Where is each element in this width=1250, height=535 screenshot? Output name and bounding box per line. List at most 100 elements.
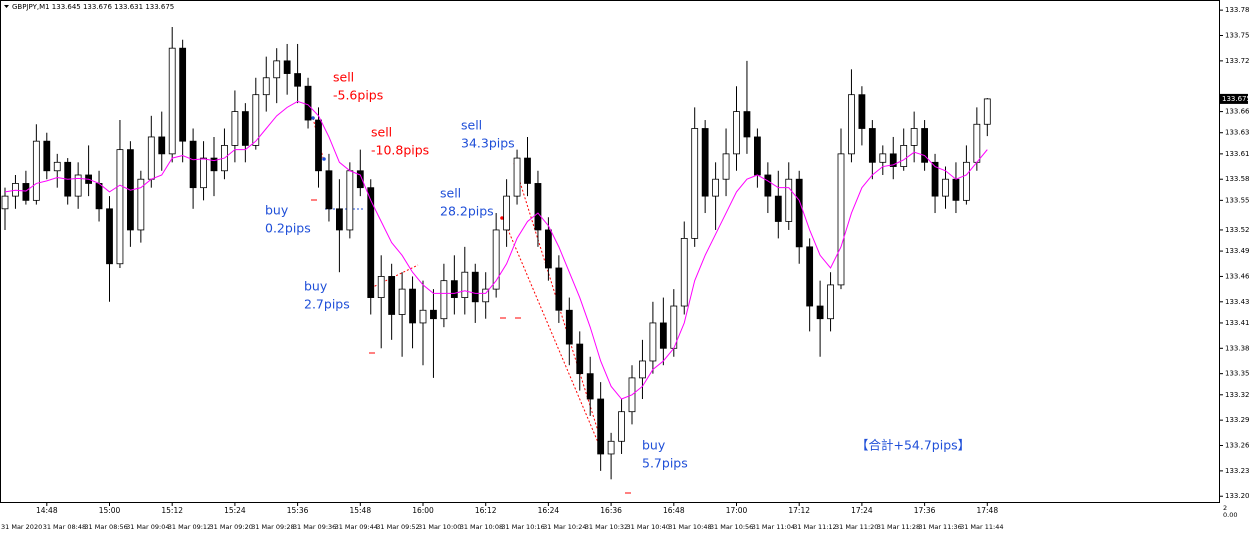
x-tick-label: 17:24 xyxy=(851,506,873,515)
corner-label: 0.00 xyxy=(1223,511,1237,519)
y-tick-label: 133.580 xyxy=(1225,175,1250,183)
trade-annotation: 5.7pips xyxy=(642,456,688,471)
trade-annotation: sell xyxy=(440,186,461,201)
candle-body xyxy=(868,128,876,163)
candle-body xyxy=(931,161,939,197)
candle-body xyxy=(983,98,991,125)
candle-body xyxy=(43,140,51,172)
lower-time-label: 31 Mar 11:28 xyxy=(877,523,920,531)
y-tick-label: 133.610 xyxy=(1225,150,1250,158)
x-tick-label: 15:48 xyxy=(349,506,371,515)
y-tick-label: 133.520 xyxy=(1225,226,1250,234)
trade-annotation: 2.7pips xyxy=(304,297,350,312)
y-tick-label: 133.350 xyxy=(1225,370,1250,378)
lower-time-label: 31 Mar 10:32 xyxy=(585,523,628,531)
lower-time-label: 31 Mar 11:12 xyxy=(793,523,836,531)
candle-body xyxy=(210,157,218,172)
candle-body xyxy=(942,178,949,197)
trade-annotation: buy xyxy=(304,279,328,294)
current-price-label: 133.675 xyxy=(1222,95,1250,103)
y-tick-label: 133.205 xyxy=(1225,492,1250,500)
candle-body xyxy=(482,288,490,303)
candle-body xyxy=(189,140,197,189)
candle-body xyxy=(837,153,845,286)
candle-body xyxy=(952,178,960,201)
candle-body xyxy=(764,174,772,197)
x-tick-label: 15:36 xyxy=(287,506,309,515)
candle-body xyxy=(921,128,928,163)
x-tick-label: 15:00 xyxy=(99,506,121,515)
candle-body xyxy=(827,284,834,320)
candle-body xyxy=(367,187,375,298)
candle-body xyxy=(565,309,573,345)
candle-body xyxy=(555,267,563,311)
candle-body xyxy=(712,178,719,197)
y-tick-label: 133.410 xyxy=(1225,319,1250,327)
lower-time-label: 31 Mar 11:36 xyxy=(918,523,961,531)
candle-body xyxy=(639,360,646,379)
candle-body xyxy=(346,170,354,231)
lower-time-label: 31 Mar 11:04 xyxy=(752,523,795,531)
y-tick-label: 133.780 xyxy=(1225,6,1250,14)
candle-body xyxy=(492,229,500,290)
candle-body xyxy=(743,111,751,138)
candle-body xyxy=(200,157,207,189)
candle-body xyxy=(680,237,688,307)
trade-line xyxy=(502,217,601,448)
menu-arrow xyxy=(4,5,9,8)
candle-body xyxy=(116,149,124,265)
candle-body xyxy=(106,208,113,265)
candle-body xyxy=(409,288,416,324)
candle-body xyxy=(231,111,239,146)
lower-time-label: 31 Mar 09:52 xyxy=(376,523,419,531)
candle-body xyxy=(471,271,479,303)
x-tick-label: 16:36 xyxy=(600,506,622,515)
y-tick-label: 133.325 xyxy=(1225,391,1250,399)
candle-body xyxy=(32,140,40,201)
lower-time-label: 31 Mar 10:24 xyxy=(543,523,586,531)
candle-body xyxy=(262,77,270,96)
candle-body xyxy=(879,153,887,163)
trade-annotation: sell xyxy=(333,70,354,85)
y-tick-label: 133.635 xyxy=(1225,129,1250,137)
trade-annotation: sell xyxy=(461,118,482,133)
candle-body xyxy=(158,136,166,155)
candle-body xyxy=(524,157,531,184)
candle-body xyxy=(430,309,437,320)
candle-body xyxy=(754,136,761,176)
trade-annotation: 28.2pips xyxy=(440,204,494,219)
candle-body xyxy=(74,174,82,197)
trade-annotation: -10.8pips xyxy=(371,143,429,158)
y-tick-label: 133.295 xyxy=(1225,416,1250,424)
candle-body xyxy=(356,170,364,189)
candle-body xyxy=(283,60,291,74)
candle-body xyxy=(806,246,814,307)
x-tick-label: 17:00 xyxy=(726,506,748,515)
candle-body xyxy=(889,153,897,167)
y-tick-label: 133.660 xyxy=(1225,108,1250,116)
candle-body xyxy=(722,153,730,180)
y-tick-label: 133.435 xyxy=(1225,298,1250,306)
lower-time-label: 31 Mar 10:56 xyxy=(710,523,753,531)
lower-time-label: 31 Mar 09:28 xyxy=(251,523,294,531)
x-tick-label: 14:48 xyxy=(36,506,58,515)
candle-body xyxy=(900,145,908,167)
trade-marker xyxy=(322,157,326,161)
lower-time-label: 31 Mar 10:40 xyxy=(627,523,670,531)
x-tick-label: 15:12 xyxy=(161,506,183,515)
candle-body xyxy=(618,411,625,442)
candle-body xyxy=(450,280,458,298)
candle-body xyxy=(659,322,667,349)
candle-body xyxy=(701,128,709,197)
x-tick-label: 16:12 xyxy=(475,506,497,515)
y-tick-label: 133.720 xyxy=(1225,57,1250,65)
lower-time-label: 31 Mar 08:48 xyxy=(43,523,86,531)
x-tick-label: 16:00 xyxy=(412,506,434,515)
candle-body xyxy=(252,94,260,146)
candle-body xyxy=(973,123,981,163)
y-tick-label: 133.265 xyxy=(1225,442,1250,450)
candle-body xyxy=(22,183,30,201)
candle-body xyxy=(294,73,302,87)
candle-body xyxy=(95,183,103,210)
